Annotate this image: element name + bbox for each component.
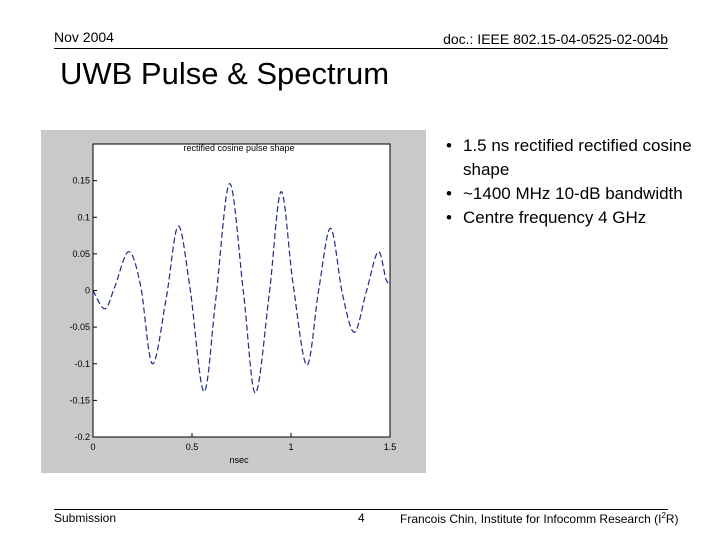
footer-rule	[54, 509, 668, 510]
chart-title: rectified cosine pulse shape	[183, 143, 294, 153]
y-tick-label: 0	[85, 286, 90, 296]
footer-author-suffix: R)	[665, 512, 679, 526]
header-doc-id: doc.: IEEE 802.15-04-0525-02-004b	[443, 31, 668, 47]
bullet-item: • Centre frequency 4 GHz	[446, 206, 696, 230]
y-tick-label: -0.05	[69, 322, 90, 332]
slide-title: UWB Pulse & Spectrum	[60, 56, 390, 91]
footer-author: Francois Chin, Institute for Infocomm Re…	[400, 511, 679, 526]
x-tick-label: 0.5	[186, 442, 199, 452]
x-tick-label: 1.5	[384, 442, 397, 452]
x-tick-label: 1	[288, 442, 293, 452]
bullet-dot: •	[446, 184, 452, 203]
y-tick-label: 0.1	[77, 212, 90, 222]
bullet-text: Centre frequency 4 GHz	[463, 208, 647, 227]
footer-page-number: 4	[358, 511, 365, 525]
footer-submission: Submission	[54, 511, 117, 525]
series-line-pulse	[92, 182, 391, 394]
bullet-item: • ~1400 MHz 10-dB bandwidth	[446, 182, 696, 206]
y-tick-label: -0.2	[74, 432, 90, 442]
bullet-list: • 1.5 ns rectified rectified cosine shape…	[446, 134, 696, 230]
header-rule	[54, 48, 668, 49]
x-axis-label: nsec	[229, 455, 249, 465]
footer-author-prefix: Francois Chin, Institute for Infocomm Re…	[400, 512, 662, 526]
y-tick-label: 0.05	[72, 249, 90, 259]
y-tick-label: 0.15	[72, 176, 90, 186]
y-tick-labels: 0.15 0.1 0.05 0 -0.05 -0.1 -0.15 -0.2	[69, 176, 97, 442]
footer-author-sup: 2	[661, 511, 666, 520]
y-tick-label: -0.1	[74, 359, 90, 369]
x-tick-labels: 0 0.5 1 1.5	[90, 433, 396, 452]
plot-area	[92, 143, 391, 438]
header-date: Nov 2004	[54, 29, 114, 45]
pulse-chart: rectified cosine pulse shape 0 0.5 1 1.5 0.…	[41, 130, 426, 473]
bullet-text: ~1400 MHz 10-dB bandwidth	[463, 184, 683, 203]
y-tick-label: -0.15	[69, 395, 90, 405]
bullet-dot: •	[446, 208, 452, 227]
x-tick-label: 0	[90, 442, 95, 452]
bullet-dot: •	[446, 136, 452, 155]
bullet-item: • 1.5 ns rectified rectified cosine shape	[446, 134, 696, 182]
bullet-text: 1.5 ns rectified rectified cosine shape	[463, 136, 692, 179]
